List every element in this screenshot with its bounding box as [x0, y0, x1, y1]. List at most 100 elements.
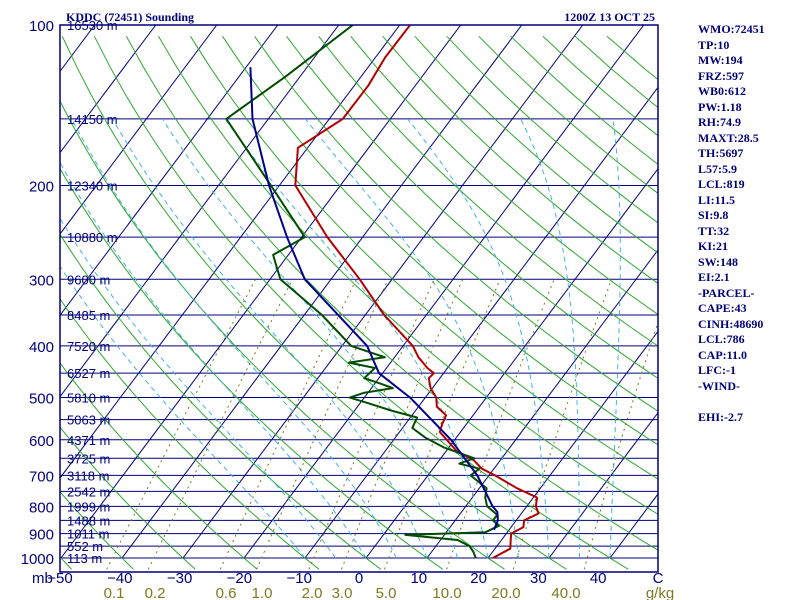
temperature-profile: [294, 25, 540, 559]
height-label: 1011 m: [67, 527, 109, 542]
index-row: LCL:786: [698, 332, 745, 346]
height-label: 5063 m: [67, 413, 110, 428]
temperature-tick-label: 30: [530, 570, 547, 587]
isotherm-line: [60, 25, 279, 317]
index-row: RH:74.9: [698, 115, 741, 129]
moist-adiabat-line: [60, 161, 367, 559]
index-row: FRZ:597: [698, 68, 744, 83]
dry-adiabat-line: [60, 167, 444, 570]
index-row: [698, 394, 798, 410]
index-row: EI:2.1: [698, 270, 730, 284]
isotherm-line: [121, 25, 523, 559]
isotherm-line: [60, 25, 157, 154]
height-label: 1488 m: [67, 513, 110, 528]
mixing-ratio-tick-label: 3.0: [332, 585, 353, 600]
isotherm-line: [182, 25, 584, 559]
dry-adiabat-line: [60, 426, 196, 570]
dry-adiabat-line: [60, 100, 505, 570]
pressure-unit-label: mb: [32, 570, 53, 587]
temperature-tick-label: −10: [286, 570, 311, 587]
dry-adiabat-line: [222, 36, 658, 446]
dry-adiabat-line: [61, 36, 567, 570]
isotherm-line: [487, 330, 658, 559]
moist-adiabat-line: [71, 118, 397, 559]
plot-frame: [59, 24, 659, 573]
pressure-tick-label: 300: [29, 272, 54, 289]
pressure-tick-label: 800: [29, 499, 54, 516]
dry-adiabat-line: [350, 35, 658, 316]
index-row: -PARCEL-: [698, 285, 755, 300]
moist-adiabat-line: [161, 118, 458, 559]
mixing-ratio-line: [308, 279, 435, 570]
mixing-ratio-tick-label: 5.0: [376, 585, 397, 600]
index-row: CAP:11.0: [698, 347, 747, 362]
height-label: 1999 m: [67, 499, 110, 514]
mixing-ratio-line: [583, 320, 658, 570]
isotherm-line: [60, 25, 340, 398]
dry-adiabat-line: [60, 362, 258, 570]
dry-adiabat-line: [60, 298, 320, 570]
temperature-tick-label: −20: [227, 570, 252, 587]
mixing-ratio-line: [106, 279, 256, 570]
index-row: MW:194: [698, 53, 743, 67]
pressure-tick-label: 900: [29, 527, 54, 544]
dry-adiabat-line: [414, 35, 658, 254]
dry-adiabat-line: [190, 36, 658, 480]
dry-adiabat-line: [318, 35, 658, 347]
pressure-tick-label: 400: [29, 339, 54, 356]
index-row: L57:5.9: [698, 161, 737, 176]
moist-adiabat-line: [305, 118, 519, 559]
index-row: SW:148: [698, 254, 739, 269]
height-label: 5810 m: [67, 391, 110, 406]
valid-time: 1200Z 13 OCT 25: [564, 10, 655, 24]
mixing-ratio-line: [256, 279, 389, 570]
mixing-ratio-line: [384, 279, 501, 570]
isotherm-line: [365, 167, 658, 559]
dry-adiabat-line: [60, 490, 134, 570]
isotherm-line: [426, 249, 658, 559]
dry-adiabat-line: [60, 233, 382, 570]
moist-adiabat-line: [609, 118, 621, 558]
mixing-ratio-tick-label: 0.1: [104, 585, 125, 600]
height-label: 4371 m: [67, 433, 110, 448]
pressure-tick-label: 500: [29, 391, 54, 408]
height-label: 6527 m: [67, 366, 110, 381]
isotherm-line: [60, 25, 401, 479]
index-row: CAPE:43: [698, 301, 747, 315]
temperature-tick-label: 40: [590, 570, 607, 587]
sounding-profiles: [225, 25, 540, 559]
index-row: SI:9.8: [698, 208, 729, 222]
pressure-tick-label: 600: [29, 433, 54, 450]
mixing-ratio-tick-label: 40.0: [551, 585, 580, 600]
isotherm-line: [243, 25, 645, 559]
pressure-tick-label: 700: [29, 468, 54, 485]
height-label: 10880 m: [67, 230, 118, 245]
dry-adiabat-line: [125, 36, 658, 551]
temperature-tick-label: 20: [470, 570, 487, 587]
index-row: MAXT:28.5: [698, 130, 759, 145]
moist-adiabat-line: [520, 118, 580, 558]
temperature-tick-label: 0: [355, 570, 363, 587]
index-row: TH:5697: [698, 146, 744, 160]
index-row: TP:10: [698, 37, 730, 52]
isotherm-line: [548, 411, 658, 559]
dry-adiabat-line: [158, 36, 658, 515]
temperature-tick-label: −40: [107, 570, 132, 587]
moist-adiabat-line: [60, 217, 336, 559]
mixing-ratio-line: [341, 279, 464, 570]
mixing-ratio-tick-label: 0.2: [145, 585, 166, 600]
height-label: 16530 m: [67, 18, 118, 33]
height-label: 3118 m: [67, 468, 109, 483]
index-row: LI:11.5: [698, 192, 736, 207]
dry-adiabat-line: [382, 35, 658, 284]
mixing-ratio-tick-label: 1.0: [252, 585, 273, 600]
stability-indices-panel: WMO:72451 TP:10 MW:194 FRZ:597 WB0:612 PW:1.1…: [698, 22, 798, 425]
temperature-tick-label: −30: [167, 570, 192, 587]
height-label: 7520 m: [67, 339, 110, 354]
height-label: 2542 m: [67, 484, 110, 499]
moist-adiabat-line: [60, 265, 306, 559]
dry-adiabat-line: [93, 36, 629, 570]
